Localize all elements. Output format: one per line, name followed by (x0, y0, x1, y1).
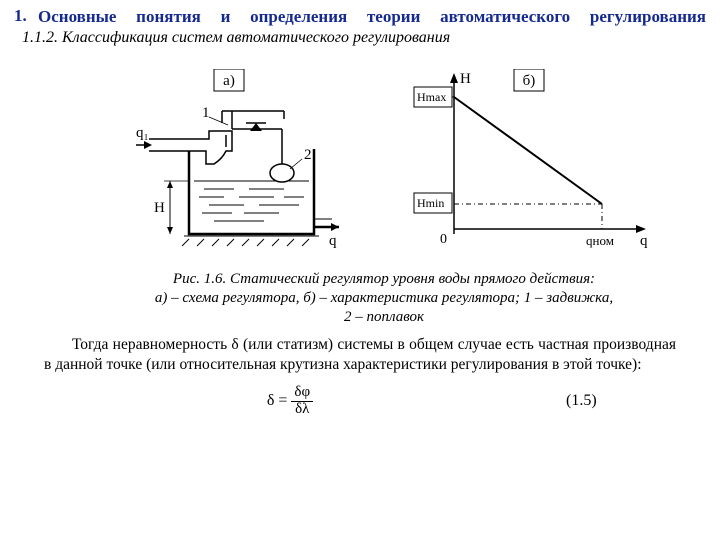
eq-numerator: δφ (291, 385, 313, 402)
svg-text:2: 2 (304, 147, 312, 163)
svg-text:Нmin: Нmin (417, 196, 444, 210)
heading-number: 1. (14, 6, 38, 26)
svg-text:q: q (329, 233, 337, 249)
heading-text: Основные понятия и определения теории ав… (38, 6, 706, 27)
panel-a-label: а) (223, 73, 235, 89)
svg-text:0: 0 (440, 232, 447, 247)
schematic-diagram: q (136, 105, 339, 249)
svg-text:Нmax: Нmax (417, 90, 446, 104)
caption-line1: Рис. 1.6. Статический регулятор уровня в… (173, 271, 595, 287)
svg-text:q: q (640, 233, 648, 249)
eq-fraction: δφ δλ (291, 385, 313, 418)
equation: δ = δφ δλ (1.5) (14, 385, 706, 418)
figure: а) б) (114, 69, 654, 326)
eq-number: (1.5) (566, 392, 706, 410)
svg-text:Н: Н (154, 200, 165, 216)
panel-b-label: б) (523, 73, 536, 89)
svg-text:Н: Н (460, 71, 471, 87)
characteristic-graph: Н q 0 Нmax Нmin qном (414, 71, 648, 249)
caption-line2: а) – схема регулятора, б) – характеристи… (155, 290, 613, 306)
caption-line3: 2 – поплавок (344, 309, 424, 325)
figure-caption: Рис. 1.6. Статический регулятор уровня в… (144, 270, 624, 326)
svg-text:qном: qном (586, 233, 614, 248)
svg-text:q₁: q₁ (136, 125, 149, 141)
subheading: 1.1.2. Классификация систем автоматическ… (22, 29, 706, 47)
body-paragraph: Тогда неравномерность δ (или статизм) си… (44, 335, 676, 375)
eq-denominator: δλ (291, 402, 313, 418)
svg-text:1: 1 (202, 105, 210, 121)
eq-lhs: δ = (267, 392, 288, 409)
section-heading: 1. Основные понятия и определения теории… (14, 6, 706, 27)
